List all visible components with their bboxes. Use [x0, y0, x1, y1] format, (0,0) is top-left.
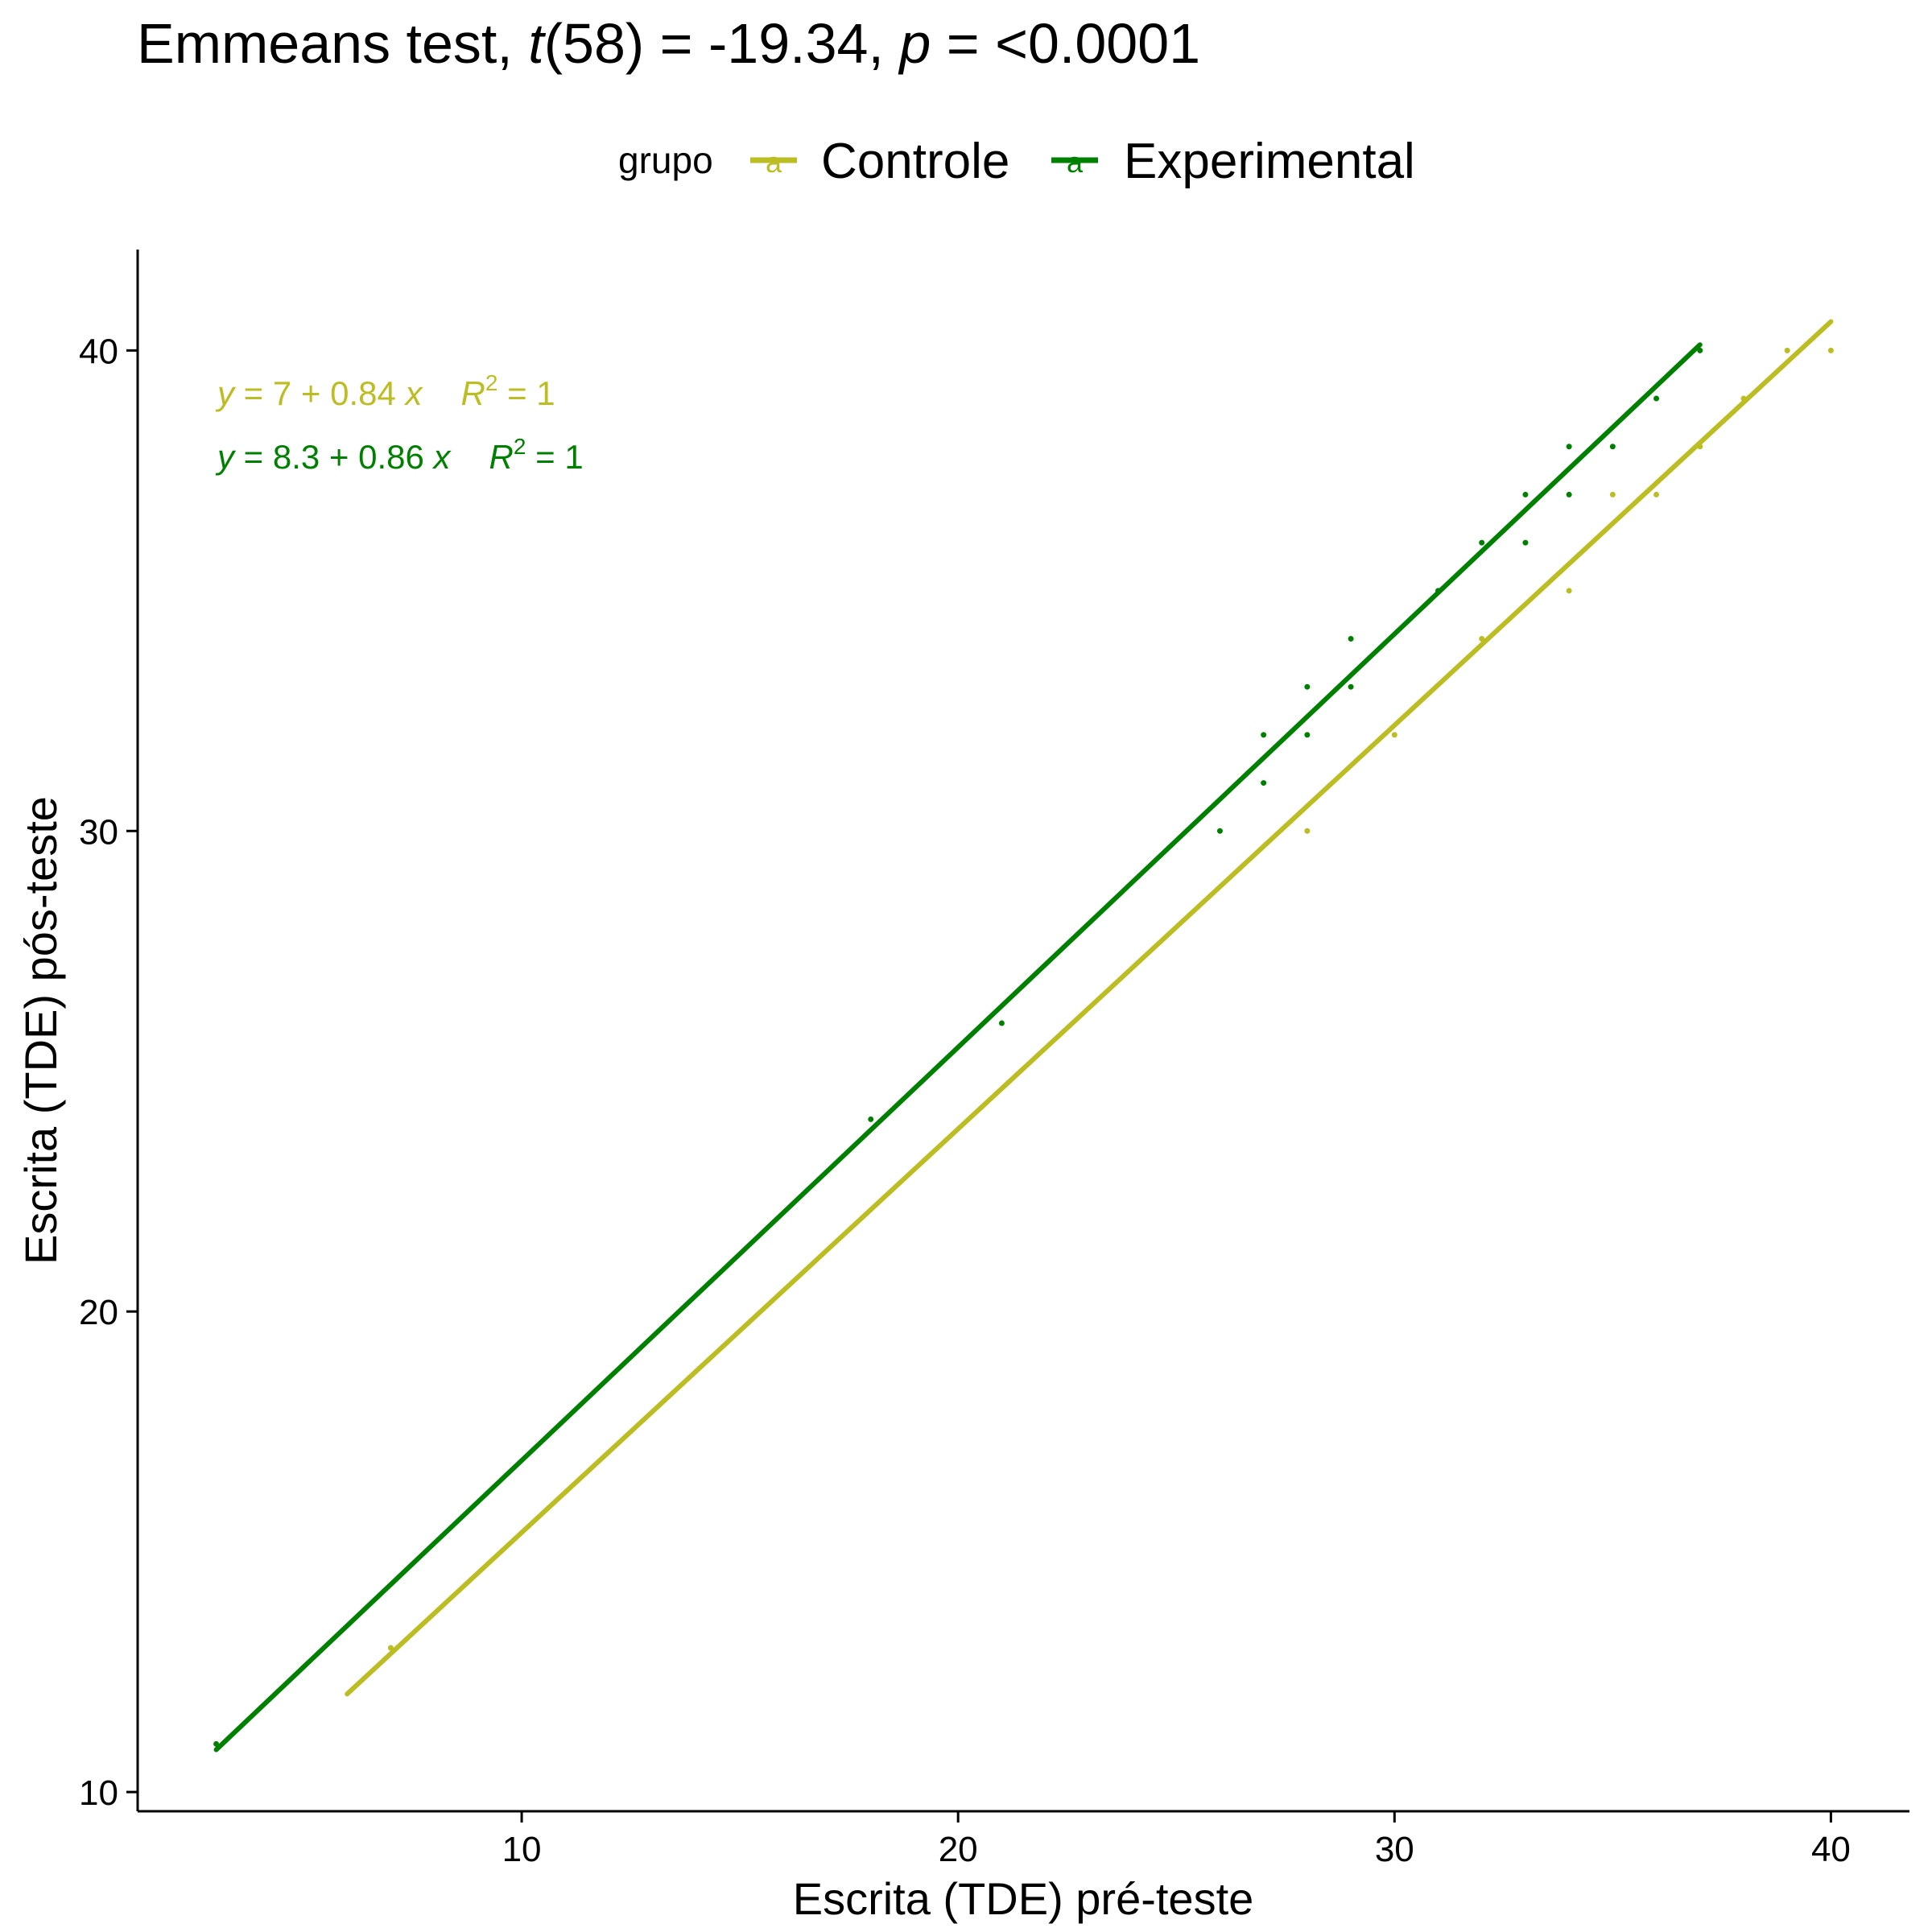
legend-key-controle-glyph: a: [766, 146, 782, 179]
x-tick-label: 40: [1811, 1830, 1851, 1869]
legend-label-controle: Controle: [821, 134, 1009, 189]
equation-experimental: y = 8.3 + 0.86 x R2 = 1: [215, 434, 584, 476]
legend-item-controle: a Controle: [750, 134, 1009, 189]
data-point-experimental: [998, 1020, 1005, 1026]
legend: grupo a Controle a Experimental: [618, 134, 1415, 189]
y-axis-label: Escrita (TDE) pós-teste: [15, 796, 66, 1265]
data-point-experimental: [1261, 780, 1267, 786]
data-point-experimental: [1522, 539, 1529, 546]
data-point-experimental: [1522, 491, 1529, 497]
data-point-experimental: [868, 1116, 874, 1122]
data-point-experimental: [1304, 732, 1311, 738]
data-point-experimental: [1261, 732, 1267, 738]
x-tick-label: 20: [939, 1830, 978, 1869]
data-point-controle: [1304, 828, 1311, 834]
y-tick-label: 20: [79, 1293, 118, 1332]
x-ticks: 10 20 30 40: [502, 1811, 1851, 1869]
legend-key-experimental-glyph: a: [1067, 146, 1084, 179]
chart-title: Emmeans test, t(58) = -19.34, p = <0.000…: [137, 12, 1200, 75]
legend-title: grupo: [618, 139, 713, 181]
legend-label-experimental: Experimental: [1124, 134, 1415, 189]
x-tick-label: 10: [502, 1830, 542, 1869]
data-point-controle: [1653, 491, 1660, 497]
regression-lines: [213, 319, 1834, 1752]
y-tick-label: 40: [79, 332, 118, 371]
data-point-experimental: [1304, 683, 1311, 690]
data-point-controle: [1566, 588, 1572, 594]
data-point-experimental: [1697, 347, 1703, 353]
data-point-controle: [1391, 732, 1397, 738]
data-point-controle: [1784, 347, 1790, 353]
data-point-controle: [1697, 444, 1703, 450]
regression-line-controle: [345, 319, 1834, 1697]
data-point-experimental: [1348, 683, 1354, 690]
data-points: [213, 347, 1834, 1747]
data-point-controle: [1609, 491, 1616, 497]
data-point-experimental: [1566, 444, 1572, 450]
data-point-experimental: [1435, 588, 1442, 594]
data-point-experimental: [213, 1740, 220, 1747]
data-point-experimental: [1566, 491, 1572, 497]
regression-line-experimental: [213, 342, 1703, 1752]
data-point-experimental: [1609, 444, 1616, 450]
data-point-experimental: [1216, 828, 1223, 834]
y-tick-label: 10: [79, 1773, 118, 1813]
data-point-experimental: [1653, 395, 1660, 402]
equation-controle: y = 7 + 0.84 x R2 = 1: [215, 370, 555, 412]
y-tick-label: 30: [79, 812, 118, 852]
data-point-controle: [1740, 395, 1747, 402]
data-point-controle: [1479, 636, 1485, 642]
x-tick-label: 30: [1375, 1830, 1414, 1869]
y-ticks: 10 20 30 40: [79, 332, 138, 1813]
data-point-experimental: [1479, 539, 1485, 546]
data-point-experimental: [1348, 636, 1354, 642]
legend-item-experimental: a Experimental: [1051, 134, 1415, 189]
data-point-controle: [1827, 347, 1834, 353]
x-axis-label: Escrita (TDE) pré-teste: [793, 1873, 1254, 1924]
data-point-controle: [387, 1645, 394, 1651]
